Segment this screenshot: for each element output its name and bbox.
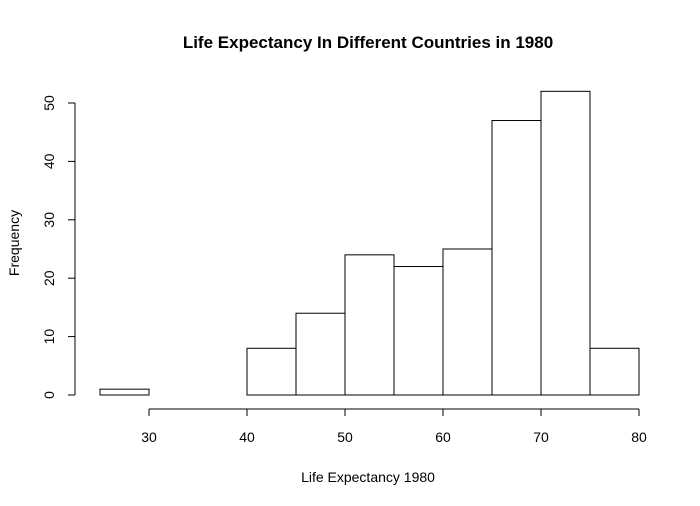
histogram-bar-55-60	[393, 266, 444, 396]
y-tick-label-40: 40	[41, 153, 57, 169]
x-axis: 30 40 50 60 70 80	[141, 408, 647, 445]
x-axis-label: Life Expectancy 1980	[301, 469, 435, 485]
y-axis-label: Frequency	[6, 210, 22, 276]
x-tick-label-30: 30	[141, 429, 157, 445]
y-tick-label-10: 10	[41, 329, 57, 345]
x-tick-label-50: 50	[337, 429, 353, 445]
chart-title: Life Expectancy In Different Countries i…	[183, 33, 553, 52]
x-tick-label-80: 80	[631, 429, 647, 445]
x-tick-label-60: 60	[435, 429, 451, 445]
y-tick-label-20: 20	[41, 270, 57, 286]
bars-group	[99, 90, 640, 396]
y-tick-label-0: 0	[41, 391, 57, 399]
histogram-bar-65-70	[491, 120, 542, 396]
y-axis: 0 10 20 30 40 50	[41, 95, 76, 399]
histogram-bar-75-80	[589, 347, 640, 396]
histogram-bar-40-45	[246, 347, 297, 396]
x-tick-label-70: 70	[533, 429, 549, 445]
histogram-bar-25-30	[99, 388, 150, 396]
y-tick-label-50: 50	[41, 95, 57, 111]
y-tick-label-30: 30	[41, 212, 57, 228]
histogram-bar-60-65	[442, 248, 493, 396]
histogram-bar-50-55	[344, 254, 395, 396]
histogram-bar-45-50	[295, 312, 346, 396]
x-tick-label-40: 40	[239, 429, 255, 445]
histogram-bar-70-75	[540, 90, 591, 396]
